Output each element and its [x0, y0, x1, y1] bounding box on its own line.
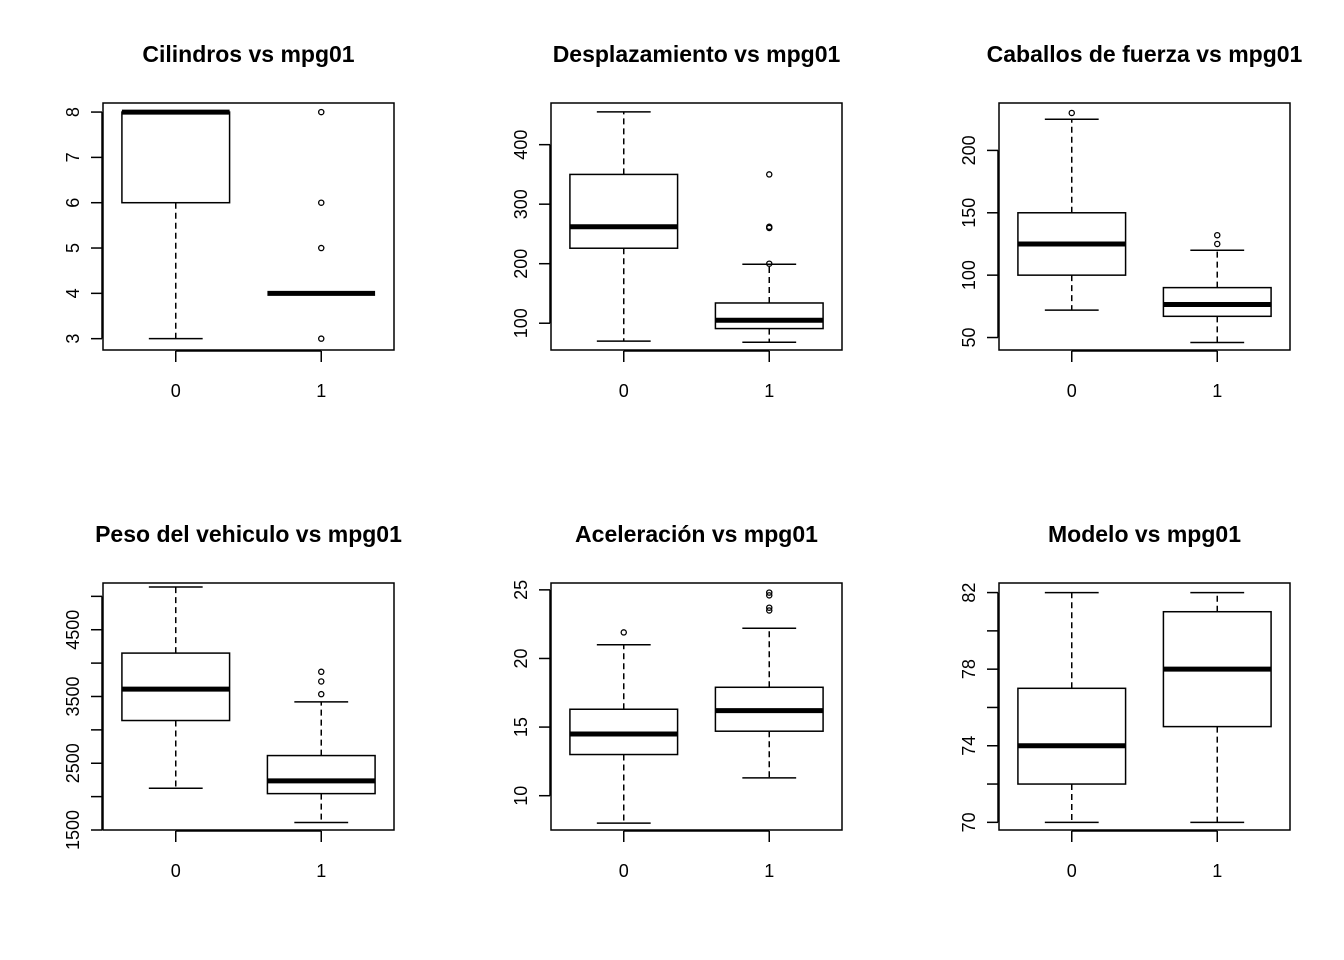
y-tick-label: 150 — [959, 198, 979, 228]
y-tick-label: 10 — [511, 786, 531, 806]
y-tick-label: 100 — [511, 308, 531, 338]
y-tick-label: 4500 — [63, 610, 83, 650]
x-tick-label: 1 — [1212, 861, 1222, 881]
box-group-0 — [1017, 109, 1127, 311]
box-group-0 — [569, 111, 679, 342]
y-tick-label: 15 — [511, 717, 531, 737]
y-tick-label: 4 — [63, 288, 83, 298]
x-tick-label: 1 — [764, 381, 774, 401]
plot-frame — [550, 102, 843, 351]
x-tick-label: 1 — [1212, 381, 1222, 401]
outlier-point — [317, 335, 325, 342]
outlier-point — [766, 223, 773, 231]
chart-panel-6: Modelo vs mpg01 70 74 78 82 0 1 — [959, 521, 1291, 881]
chart-panel-2: Desplazamiento vs mpg01 100 200 300 400 0 1 — [511, 41, 843, 401]
x-tick-label: 1 — [316, 381, 326, 401]
chart-title: Desplazamiento vs mpg01 — [553, 41, 841, 67]
x-tick-label: 1 — [316, 861, 326, 881]
outlier-point — [1214, 240, 1221, 248]
plot-frame — [102, 102, 395, 351]
x-tick-label: 0 — [1067, 381, 1077, 401]
y-tick-label: 82 — [959, 583, 979, 603]
box-group-0 — [121, 586, 231, 790]
outlier-point — [766, 604, 773, 611]
y-tick-label: 50 — [959, 328, 979, 348]
y-tick-label: 78 — [959, 659, 979, 679]
plot-frame — [998, 102, 1291, 351]
y-tick-label: 3 — [63, 334, 83, 344]
x-tick-label: 0 — [171, 861, 181, 881]
iqr-box — [569, 173, 679, 249]
iqr-box — [714, 302, 824, 330]
y-tick-label: 5 — [63, 243, 83, 253]
outlier-point — [317, 690, 325, 698]
y-tick-label: 3500 — [63, 676, 83, 716]
outlier-point — [317, 678, 325, 685]
chart-title: Aceleración vs mpg01 — [575, 521, 818, 547]
y-tick-label: 100 — [959, 260, 979, 290]
x-tick-label: 1 — [764, 861, 774, 881]
box-group-1 — [1162, 591, 1272, 824]
chart-panel-5: Aceleración vs mpg01 10 15 20 25 0 1 — [511, 521, 843, 881]
y-tick-label: 7 — [63, 152, 83, 162]
outlier-point — [620, 629, 628, 636]
y-tick-label: 400 — [511, 130, 531, 160]
x-tick-label: 0 — [619, 861, 629, 881]
x-tick-label: 0 — [1067, 861, 1077, 881]
y-tick-label: 74 — [959, 736, 979, 756]
chart-title: Cilindros vs mpg01 — [142, 41, 354, 67]
box-group-1 — [266, 668, 376, 824]
y-tick-label: 8 — [63, 107, 83, 117]
box-group-0 — [569, 629, 679, 824]
x-tick-label: 0 — [171, 381, 181, 401]
y-tick-label: 70 — [959, 812, 979, 832]
chart-panel-3: Caballos de fuerza vs mpg01 50 100 150 200 0 1 — [959, 41, 1303, 401]
y-tick-label: 200 — [511, 249, 531, 279]
y-tick-label: 2500 — [63, 743, 83, 783]
outlier-point — [1214, 231, 1221, 239]
y-tick-label: 200 — [959, 135, 979, 165]
x-tick-label: 0 — [619, 381, 629, 401]
iqr-box — [266, 754, 376, 795]
chart-panel-4: Peso del vehiculo vs mpg01 1500 2500 3500 45… — [63, 521, 402, 881]
box-group-1 — [267, 108, 376, 342]
box-group-1 — [714, 589, 824, 779]
outlier-point — [766, 607, 773, 614]
plot-frame — [102, 582, 395, 831]
box-group-1 — [1162, 231, 1272, 344]
y-tick-label: 300 — [511, 189, 531, 219]
plot-frame — [998, 582, 1291, 831]
box-group-0 — [1017, 591, 1127, 824]
y-tick-label: 20 — [511, 648, 531, 668]
y-tick-label: 25 — [511, 580, 531, 600]
chart-panel-1: Cilindros vs mpg01 3 4 5 6 7 8 0 1 — [63, 41, 395, 401]
plot-frame — [550, 582, 843, 831]
outlier-point — [766, 592, 773, 599]
y-tick-label: 1500 — [63, 810, 83, 850]
outlier-point — [317, 244, 325, 252]
outlier-point — [766, 589, 773, 596]
iqr-box — [1017, 687, 1127, 785]
chart-title: Modelo vs mpg01 — [1048, 521, 1241, 547]
box-group-0 — [121, 109, 231, 340]
chart-title: Caballos de fuerza vs mpg01 — [987, 41, 1303, 67]
outlier-point — [317, 199, 325, 206]
outlier-point — [1068, 109, 1076, 117]
iqr-box — [121, 111, 231, 204]
outlier-point — [766, 171, 773, 178]
box-group-1 — [714, 171, 824, 344]
chart-title: Peso del vehiculo vs mpg01 — [95, 521, 402, 547]
y-tick-label: 6 — [63, 198, 83, 208]
outlier-point — [766, 260, 773, 267]
outlier-point — [317, 108, 325, 116]
outlier-point — [317, 668, 325, 676]
